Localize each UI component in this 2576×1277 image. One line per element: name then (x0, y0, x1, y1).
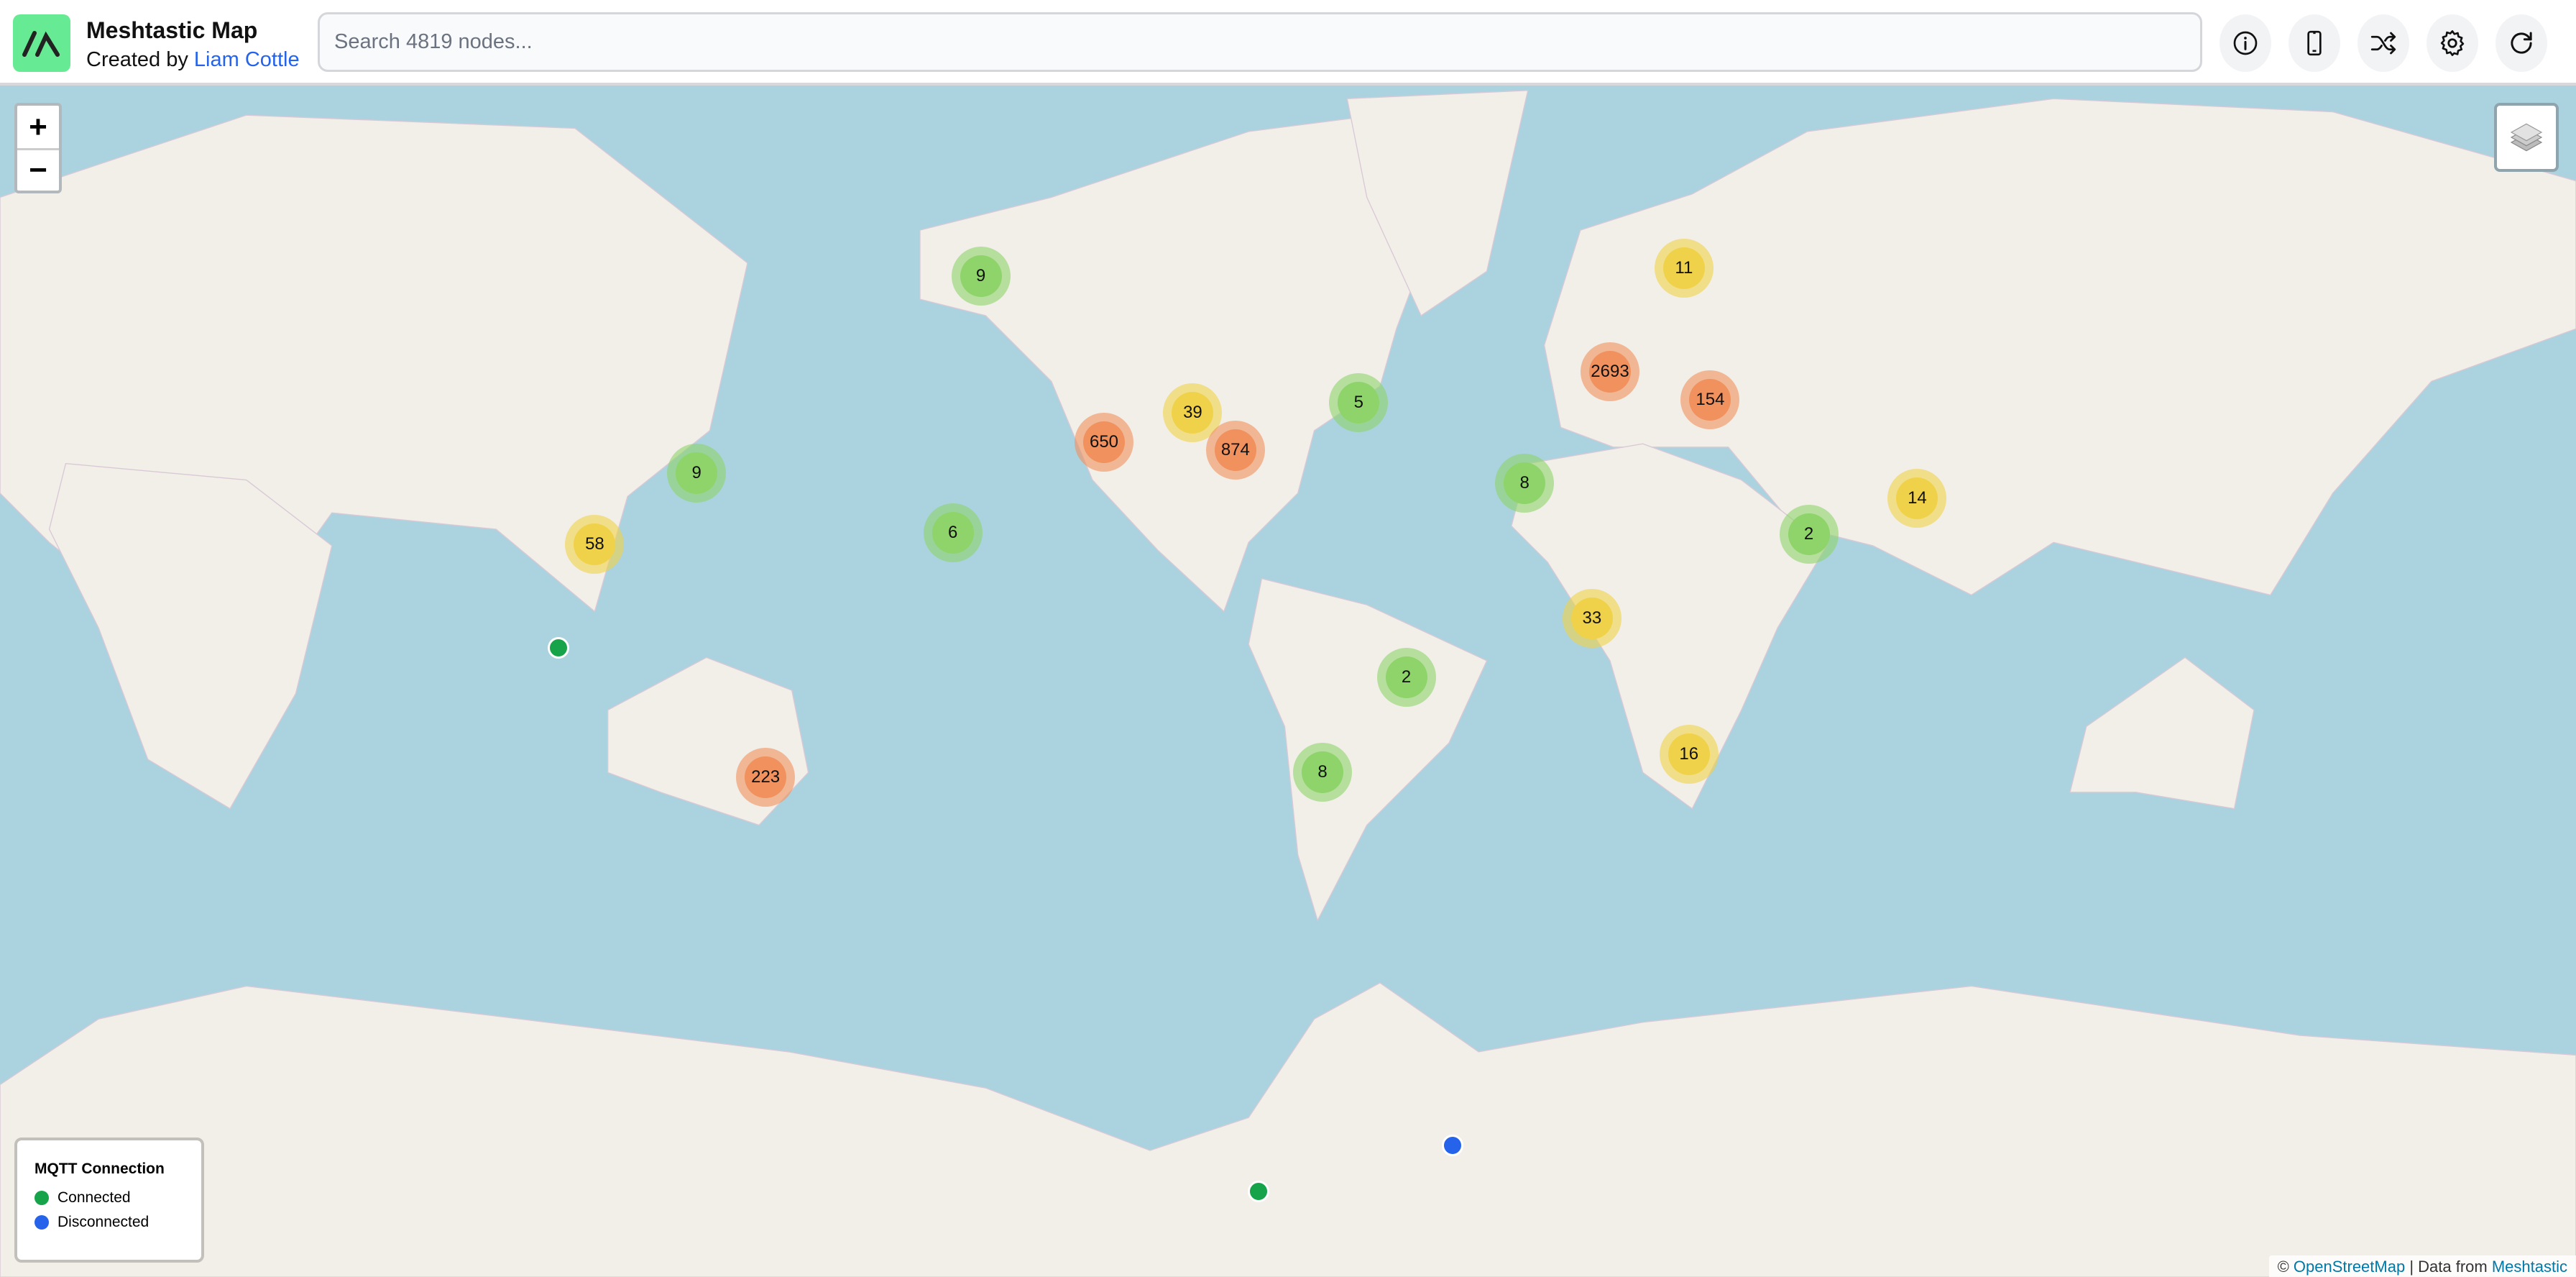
node-cluster[interactable]: 58 (565, 514, 625, 574)
mqtt-legend: MQTT Connection Connected Disconnected (14, 1138, 204, 1263)
node-cluster[interactable]: 2 (1376, 647, 1436, 707)
legend-item-connected: Connected (34, 1189, 184, 1207)
node-cluster[interactable]: 2 (1779, 505, 1839, 564)
cluster-count: 11 (1662, 247, 1705, 289)
app-header: Meshtastic Map Created by Liam Cottle (0, 0, 2576, 86)
settings-button[interactable] (2426, 14, 2478, 72)
node-cluster[interactable]: 154 (1680, 370, 1740, 429)
title-block: Meshtastic Map Created by Liam Cottle (86, 17, 300, 72)
node-cluster[interactable]: 11 (1654, 238, 1714, 298)
greenland (1346, 90, 1529, 316)
node-cluster[interactable]: 223 (736, 748, 796, 807)
zoom-in-button[interactable]: + (29, 109, 47, 145)
eurasia (1543, 98, 2576, 596)
disconnected-swatch (34, 1215, 49, 1230)
map-tiles (0, 90, 2576, 1277)
node-cluster[interactable]: 874 (1205, 421, 1265, 480)
cluster-count: 650 (1083, 421, 1125, 463)
phone-icon (2307, 30, 2322, 56)
osm-link[interactable]: OpenStreetMap (2293, 1258, 2406, 1276)
node-cluster[interactable]: 9 (951, 247, 1011, 306)
cluster-count: 33 (1570, 597, 1613, 639)
node-marker-disconnected[interactable] (1441, 1135, 1463, 1157)
node-cluster[interactable]: 650 (1075, 413, 1133, 472)
cluster-count: 6 (932, 511, 974, 554)
antarctica (0, 982, 2576, 1277)
node-cluster[interactable]: 9 (667, 444, 727, 503)
attribution-text: | Data from (2405, 1258, 2492, 1276)
south-america (1248, 577, 1488, 922)
node-cluster[interactable]: 6 (923, 503, 983, 562)
search-input[interactable] (318, 12, 2202, 72)
node-cluster[interactable]: 8 (1293, 743, 1352, 802)
cluster-count: 8 (1302, 751, 1343, 794)
shuffle-button[interactable] (2358, 14, 2409, 72)
author-link[interactable]: Liam Cottle (193, 48, 300, 71)
legend-item-disconnected: Disconnected (34, 1214, 184, 1231)
cluster-count: 223 (745, 756, 787, 799)
meshtastic-link[interactable]: Meshtastic (2491, 1258, 2567, 1276)
legend-title: MQTT Connection (34, 1161, 165, 1177)
device-button[interactable] (2288, 14, 2340, 72)
gear-icon (2440, 30, 2465, 56)
meshtastic-logo (13, 14, 70, 72)
refresh-icon (2511, 32, 2532, 54)
copyright: © (2277, 1258, 2294, 1276)
cluster-count: 2 (1385, 656, 1427, 698)
layers-button[interactable] (2494, 103, 2559, 172)
cluster-count: 2693 (1589, 350, 1631, 393)
cluster-count: 9 (676, 452, 718, 495)
layers-icon (2510, 123, 2543, 152)
cluster-count: 5 (1338, 382, 1380, 424)
cluster-count: 39 (1172, 391, 1214, 434)
app-title: Meshtastic Map (86, 17, 258, 43)
node-cluster[interactable]: 14 (1887, 468, 1947, 528)
info-icon (2233, 31, 2258, 55)
connected-swatch (34, 1191, 49, 1205)
node-marker-connected[interactable] (548, 636, 570, 659)
cluster-count: 16 (1668, 733, 1710, 776)
info-button[interactable] (2220, 14, 2271, 72)
legend-label: Disconnected (58, 1214, 150, 1230)
node-cluster[interactable]: 2693 (1581, 342, 1639, 401)
zoom-control: + − (14, 103, 62, 193)
cluster-count: 58 (574, 523, 616, 565)
node-cluster[interactable]: 5 (1329, 373, 1389, 433)
node-cluster[interactable]: 33 (1562, 588, 1622, 648)
shuffle-icon (2370, 32, 2396, 55)
cluster-count: 874 (1214, 429, 1256, 472)
cluster-count: 8 (1504, 462, 1546, 505)
logo-icon (22, 31, 60, 57)
cluster-count: 9 (960, 255, 1002, 298)
world-map[interactable]: + − 9 9 58 6 650 39 874 5 11 2693 154 8 2 14 33 2 8 16 223… (0, 86, 2576, 1277)
subtitle: Created by Liam Cottle (86, 48, 300, 72)
cluster-count: 14 (1896, 477, 1938, 519)
node-cluster[interactable]: 39 (1163, 383, 1223, 442)
cluster-count: 154 (1689, 378, 1731, 421)
legend-label: Connected (58, 1189, 131, 1206)
subtitle-prefix: Created by (86, 48, 194, 71)
australia-wrap (2069, 656, 2255, 810)
node-cluster[interactable]: 8 (1495, 454, 1555, 513)
map-attribution: © OpenStreetMap | Data from Meshtastic (2268, 1255, 2576, 1277)
node-marker-connected[interactable] (1247, 1181, 1269, 1203)
cluster-count: 2 (1788, 513, 1830, 555)
zoom-out-button[interactable]: − (17, 148, 59, 191)
africa-wrap (48, 462, 333, 810)
refresh-button[interactable] (2496, 14, 2547, 72)
node-cluster[interactable]: 16 (1659, 725, 1719, 784)
